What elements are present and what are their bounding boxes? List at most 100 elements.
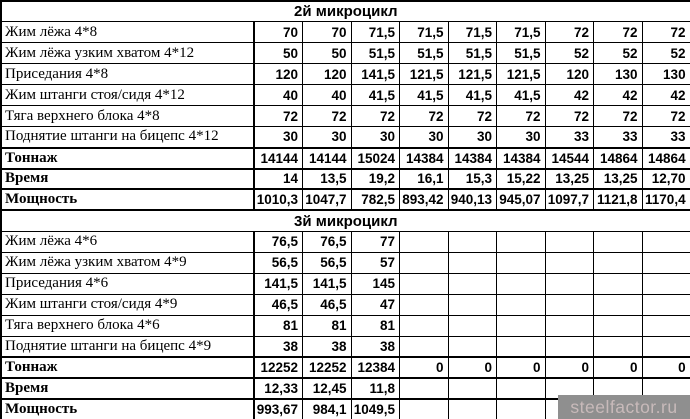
value-cell: 40 bbox=[253, 84, 303, 107]
value-cell bbox=[496, 251, 546, 274]
exercise-label: Поднятие штанги на бицепс 4*12 bbox=[0, 126, 255, 149]
value-cell: 14544 bbox=[544, 146, 594, 170]
value-cell: 72 bbox=[593, 21, 643, 44]
value-cell bbox=[593, 293, 643, 316]
value-cell: 0 bbox=[447, 355, 497, 379]
exercise-label: Жим штанги стоя/сидя 4*9 bbox=[0, 293, 255, 316]
value-cell: 50 bbox=[302, 42, 352, 65]
table-row: Тяга верхнего блока 4*8 72 72 72 72 72 72 72 72 7… bbox=[0, 105, 690, 128]
section-title: 3й микроцикл bbox=[0, 209, 690, 232]
value-cell: 52 bbox=[544, 42, 594, 65]
table-row: Жим штанги стоя/сидя 4*9 46,5 46,5 47 bbox=[0, 293, 690, 316]
value-cell bbox=[496, 335, 546, 358]
section-title: 2й микроцикл bbox=[0, 0, 690, 23]
table-row: Жим лёжа 4*6 76,5 76,5 77 bbox=[0, 230, 690, 253]
value-cell: 51,5 bbox=[496, 42, 546, 65]
value-cell: 42 bbox=[641, 84, 690, 107]
value-cell bbox=[593, 335, 643, 358]
value-cell: 42 bbox=[544, 84, 594, 107]
section-title-row: 2й микроцикл bbox=[0, 0, 690, 23]
value-cell: 72 bbox=[496, 105, 546, 128]
value-cell: 0 bbox=[544, 355, 594, 379]
value-cell: 42 bbox=[593, 84, 643, 107]
table-row: Жим лёжа узким хватом 4*12 50 50 51,5 51,5 51… bbox=[0, 42, 690, 65]
value-cell: 41,5 bbox=[399, 84, 449, 107]
table-row: Тяга верхнего блока 4*6 81 81 81 bbox=[0, 314, 690, 337]
table-row: Поднятие штанги на бицепс 4*9 38 38 38 bbox=[0, 335, 690, 358]
value-cell: 120 bbox=[544, 63, 594, 86]
value-cell: 71,5 bbox=[350, 21, 400, 44]
value-cell: 14 bbox=[253, 167, 303, 191]
value-cell: 56,5 bbox=[253, 251, 303, 274]
value-cell: 81 bbox=[253, 314, 303, 337]
exercise-label: Поднятие штанги на бицепс 4*9 bbox=[0, 335, 255, 358]
value-cell: 1010,3 bbox=[253, 188, 303, 212]
value-cell: 50 bbox=[253, 42, 303, 65]
value-cell: 40 bbox=[302, 84, 352, 107]
value-cell: 12384 bbox=[350, 355, 400, 379]
value-cell bbox=[544, 251, 594, 274]
value-cell: 71,5 bbox=[496, 21, 546, 44]
value-cell: 72 bbox=[544, 105, 594, 128]
exercise-label: Жим лёжа 4*6 bbox=[0, 230, 255, 253]
value-cell bbox=[447, 376, 497, 400]
value-cell: 19,2 bbox=[350, 167, 400, 191]
value-cell: 30 bbox=[496, 126, 546, 149]
table-row: Время 14 13,5 19,2 16,1 15,3 15,22 13,25 13,25 12… bbox=[0, 167, 690, 191]
value-cell: 1047,7 bbox=[302, 188, 352, 212]
value-cell bbox=[496, 397, 546, 419]
exercise-label: Жим лёжа 4*8 bbox=[0, 21, 255, 44]
value-cell: 41,5 bbox=[447, 84, 497, 107]
value-cell bbox=[447, 251, 497, 274]
value-cell: 993,67 bbox=[253, 397, 303, 419]
value-cell: 33 bbox=[593, 126, 643, 149]
value-cell: 1097,7 bbox=[544, 188, 594, 212]
value-cell bbox=[447, 335, 497, 358]
value-cell: 56,5 bbox=[302, 251, 352, 274]
value-cell bbox=[641, 251, 690, 274]
value-cell bbox=[544, 293, 594, 316]
total-label: Время bbox=[0, 376, 255, 400]
value-cell bbox=[399, 314, 449, 337]
table-row: Время 12,33 12,45 11,8 bbox=[0, 376, 690, 400]
exercise-label: Тяга верхнего блока 4*8 bbox=[0, 105, 255, 128]
value-cell: 51,5 bbox=[447, 42, 497, 65]
exercise-label: Жим лёжа узким хватом 4*9 bbox=[0, 251, 255, 274]
value-cell: 38 bbox=[350, 335, 400, 358]
value-cell bbox=[593, 230, 643, 253]
value-cell: 15024 bbox=[350, 146, 400, 170]
value-cell bbox=[641, 314, 690, 337]
value-cell: 51,5 bbox=[350, 42, 400, 65]
value-cell: 984,1 bbox=[302, 397, 352, 419]
value-cell: 782,5 bbox=[350, 188, 400, 212]
value-cell bbox=[447, 314, 497, 337]
value-cell: 12252 bbox=[302, 355, 352, 379]
value-cell: 41,5 bbox=[496, 84, 546, 107]
table-row: Мощность 1010,3 1047,7 782,5 893,42 940,13 945… bbox=[0, 188, 690, 212]
value-cell: 130 bbox=[641, 63, 690, 86]
value-cell: 51,5 bbox=[399, 42, 449, 65]
value-cell: 72 bbox=[641, 105, 690, 128]
value-cell: 14864 bbox=[593, 146, 643, 170]
value-cell: 76,5 bbox=[253, 230, 303, 253]
value-cell: 77 bbox=[350, 230, 400, 253]
value-cell: 141,5 bbox=[350, 63, 400, 86]
exercise-label: Приседания 4*8 bbox=[0, 63, 255, 86]
value-cell bbox=[544, 335, 594, 358]
value-cell bbox=[496, 272, 546, 295]
value-cell bbox=[593, 272, 643, 295]
value-cell bbox=[593, 251, 643, 274]
value-cell bbox=[447, 397, 497, 419]
value-cell bbox=[399, 397, 449, 419]
value-cell: 47 bbox=[350, 293, 400, 316]
table-row: Поднятие штанги на бицепс 4*12 30 30 30 30 30… bbox=[0, 126, 690, 149]
value-cell: 121,5 bbox=[496, 63, 546, 86]
value-cell: 14144 bbox=[253, 146, 303, 170]
value-cell bbox=[399, 376, 449, 400]
value-cell: 33 bbox=[544, 126, 594, 149]
value-cell: 120 bbox=[253, 63, 303, 86]
table-row: Приседания 4*6 141,5 141,5 145 bbox=[0, 272, 690, 295]
value-cell: 72 bbox=[253, 105, 303, 128]
value-cell: 30 bbox=[399, 126, 449, 149]
value-cell bbox=[641, 230, 690, 253]
